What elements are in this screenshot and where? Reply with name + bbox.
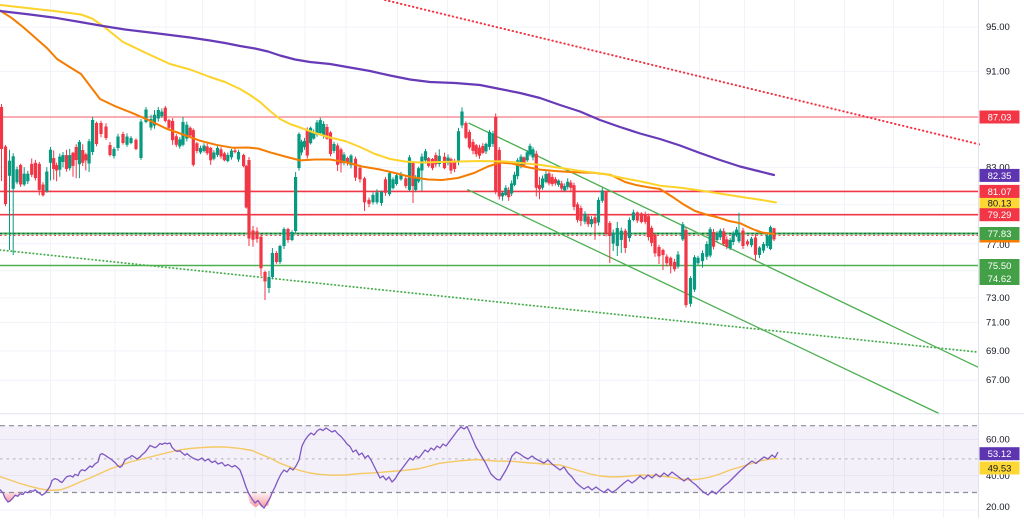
svg-text:87.03: 87.03	[988, 112, 1012, 123]
svg-text:79.29: 79.29	[988, 210, 1012, 221]
svg-text:71.00: 71.00	[986, 318, 1010, 329]
svg-text:40.00: 40.00	[986, 471, 1010, 482]
svg-text:77.83: 77.83	[988, 229, 1012, 240]
svg-text:60.00: 60.00	[986, 435, 1010, 446]
svg-text:73.00: 73.00	[986, 293, 1010, 304]
svg-text:95.00: 95.00	[986, 22, 1010, 33]
svg-text:69.00: 69.00	[986, 346, 1010, 357]
svg-text:77.00: 77.00	[986, 240, 1010, 251]
svg-text:67.00: 67.00	[986, 375, 1010, 386]
svg-text:83.00: 83.00	[986, 163, 1010, 174]
svg-text:75.50: 75.50	[988, 261, 1012, 272]
svg-text:53.12: 53.12	[988, 449, 1012, 460]
svg-text:20.00: 20.00	[986, 502, 1010, 513]
svg-text:74.62: 74.62	[988, 274, 1012, 285]
svg-text:81.07: 81.07	[988, 187, 1012, 198]
svg-text:82.35: 82.35	[988, 171, 1012, 182]
svg-text:49.53: 49.53	[988, 463, 1012, 474]
svg-text:80.13: 80.13	[988, 199, 1012, 210]
svg-text:91.00: 91.00	[986, 67, 1010, 78]
